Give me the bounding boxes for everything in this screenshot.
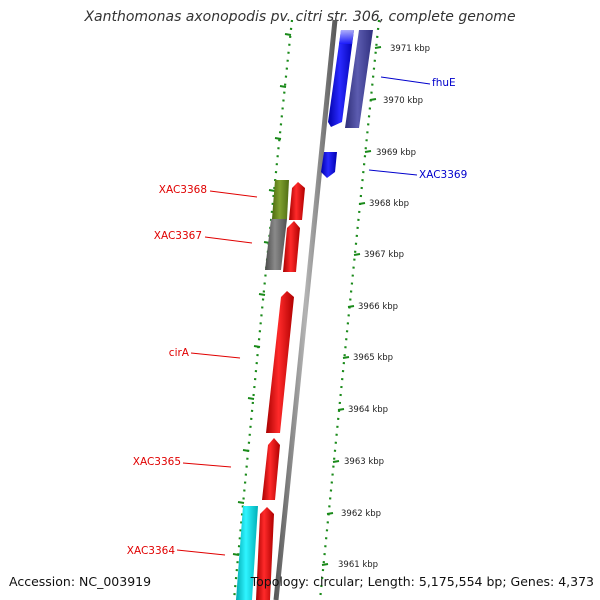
gene-blue-large-tip bbox=[339, 30, 354, 44]
gene-XAC3369[interactable] bbox=[321, 152, 337, 178]
gene-olive[interactable] bbox=[272, 180, 289, 219]
outer-tick-marks bbox=[321, 46, 382, 566]
gene-label-XAC3368[interactable]: XAC3368 bbox=[159, 184, 207, 196]
kbp-tick-labels: 3971 kbp 3970 kbp 3969 kbp 3968 kbp 3967… bbox=[338, 44, 430, 570]
kbp-tick-label: 3963 kbp bbox=[344, 457, 384, 467]
gene-blue-large[interactable] bbox=[328, 30, 354, 127]
label-leader-lines bbox=[176, 76, 431, 556]
gene-label-XAC3364[interactable]: XAC3364 bbox=[127, 545, 176, 557]
gene-XAC3367[interactable] bbox=[283, 221, 300, 272]
gene-XAC3364[interactable] bbox=[256, 507, 274, 600]
gene-XAC3365[interactable] bbox=[262, 438, 280, 500]
inner-tick-marks bbox=[232, 33, 292, 556]
gene-fhuE[interactable] bbox=[345, 30, 373, 128]
genome-backbone bbox=[273, 19, 338, 600]
gene-label-XAC3369[interactable]: XAC3369 bbox=[419, 169, 467, 181]
gene-label-XAC3365[interactable]: XAC3365 bbox=[133, 456, 181, 468]
gene-label-XAC3367[interactable]: XAC3367 bbox=[154, 230, 202, 242]
genome-title: Xanthomonas axonopodis pv. citri str. 30… bbox=[84, 9, 516, 25]
gene-XAC3368[interactable] bbox=[289, 182, 305, 220]
gene-cirA[interactable] bbox=[266, 291, 294, 433]
gene-cyan[interactable] bbox=[236, 506, 258, 600]
kbp-tick-label: 3962 kbp bbox=[341, 509, 381, 519]
gene-labels: fhuE XAC3369 XAC3368 XAC3367 cirA XAC336… bbox=[127, 77, 468, 557]
accession-text: Accession: NC_003919 bbox=[9, 574, 152, 589]
kbp-tick-label: 3967 kbp bbox=[364, 250, 404, 260]
kbp-tick-label: 3961 kbp bbox=[338, 560, 378, 570]
kbp-tick-label: 3964 kbp bbox=[348, 405, 388, 415]
topology-text: Topology: circular; Length: 5,175,554 bp… bbox=[250, 574, 594, 589]
kbp-tick-label: 3968 kbp bbox=[369, 199, 409, 209]
gene-gray[interactable] bbox=[265, 219, 287, 270]
kbp-tick-label: 3970 kbp bbox=[383, 96, 423, 106]
gene-label-fhuE[interactable]: fhuE bbox=[432, 77, 456, 89]
gene-label-cirA[interactable]: cirA bbox=[169, 347, 190, 359]
kbp-tick-label: 3969 kbp bbox=[376, 148, 416, 158]
kbp-tick-label: 3965 kbp bbox=[353, 353, 393, 363]
kbp-tick-label: 3966 kbp bbox=[358, 302, 398, 312]
kbp-tick-label: 3971 kbp bbox=[390, 44, 430, 54]
